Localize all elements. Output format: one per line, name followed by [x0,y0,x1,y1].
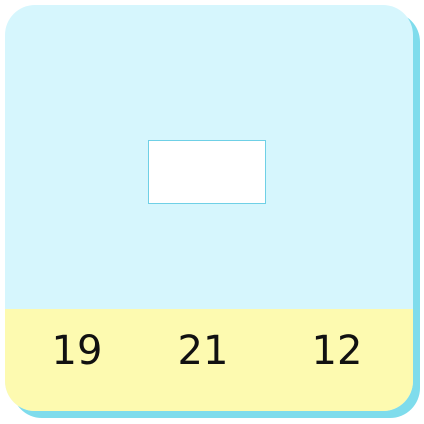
answer-choices-bar: 19 21 12 [5,309,413,411]
answer-drop-box[interactable] [148,140,266,204]
answer-choice-2[interactable]: 21 [177,328,229,374]
answer-choice-3[interactable]: 12 [311,328,363,374]
question-card: 19 21 12 [5,5,413,411]
answer-choice-1[interactable]: 19 [51,328,103,374]
